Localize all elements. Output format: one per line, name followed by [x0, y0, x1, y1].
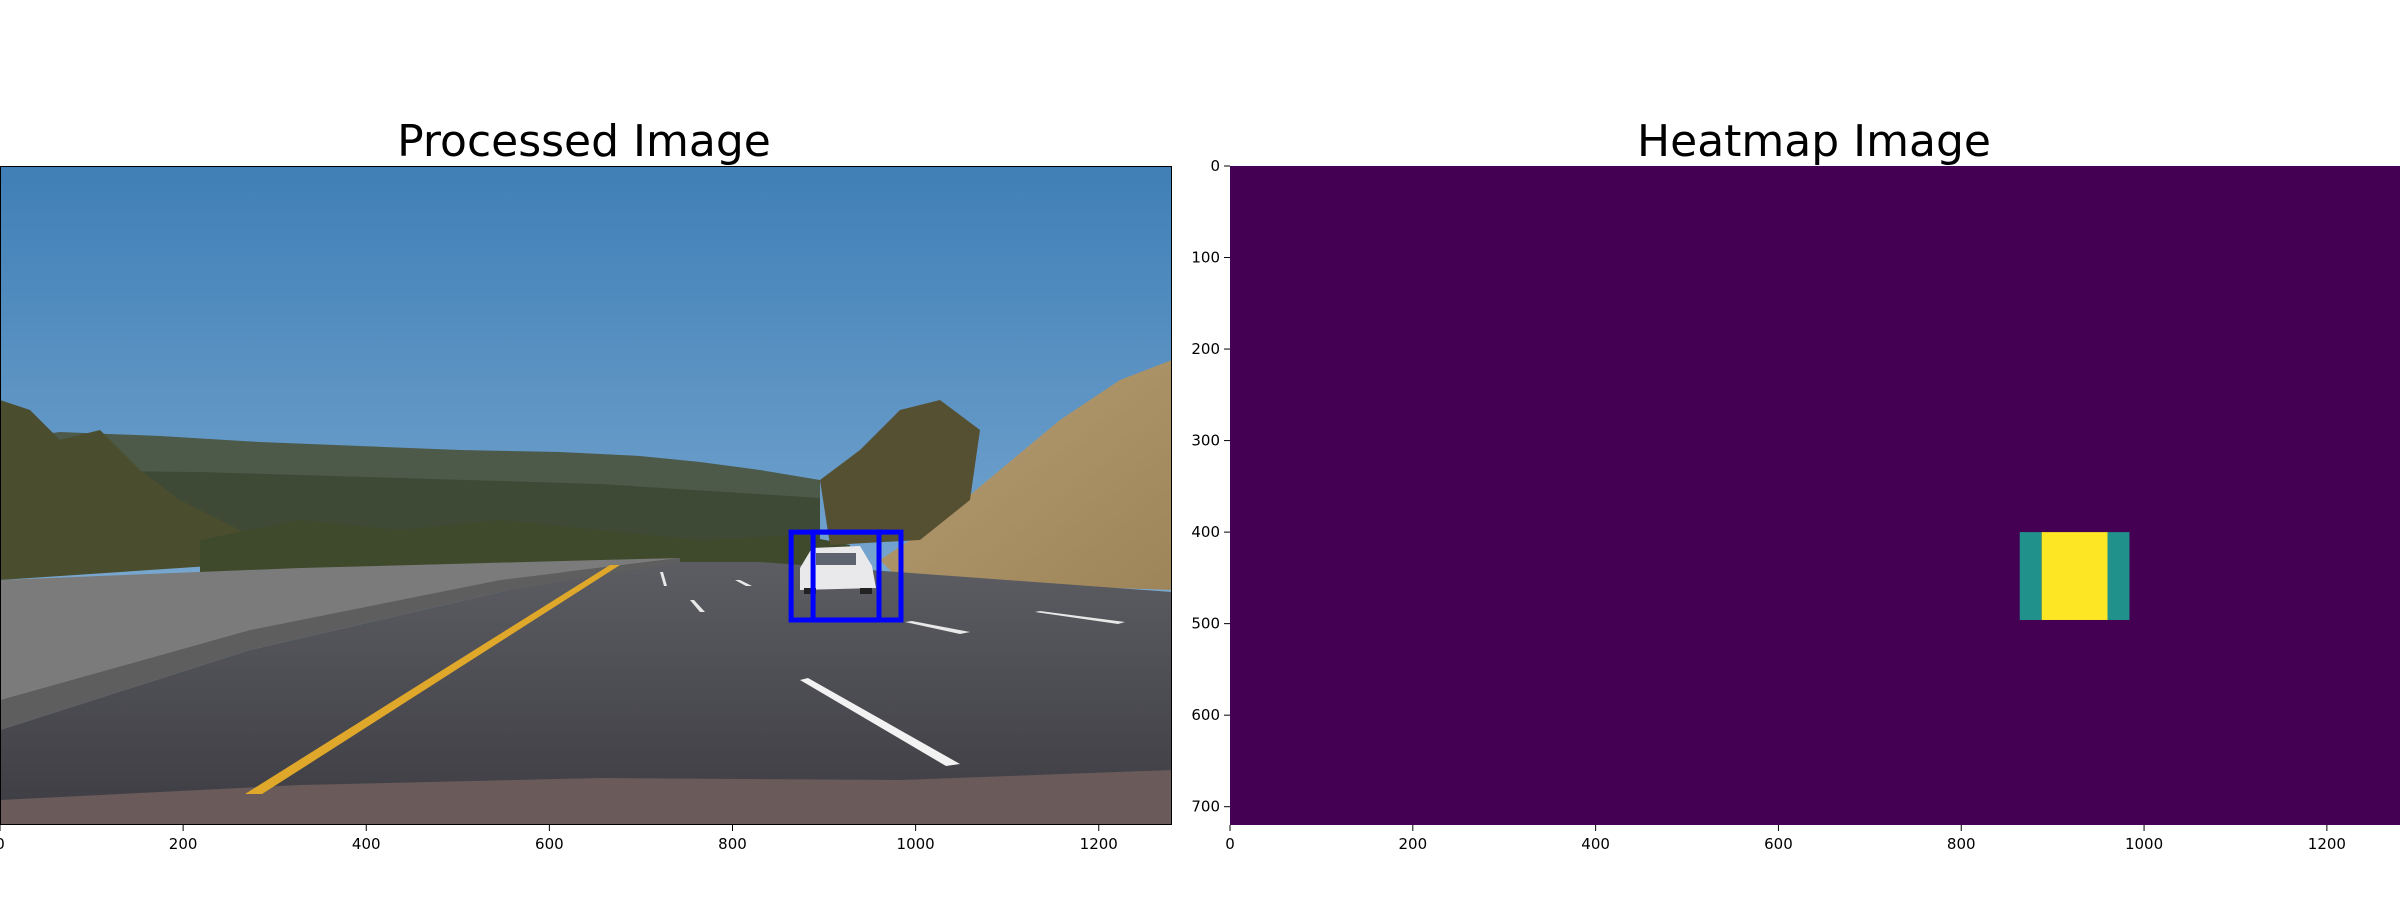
y-tick-label: 600	[1191, 706, 1220, 724]
heatmap-image-title: Heatmap Image	[1637, 116, 1991, 167]
y-tick-label: 400	[1191, 523, 1220, 541]
x-tick-label: 400	[1581, 835, 1610, 853]
x-tick-label: 1000	[897, 835, 935, 853]
detection-boxes	[788, 529, 904, 623]
heatmap-cells	[2019, 532, 2130, 620]
heatmap-cell	[2041, 532, 2108, 620]
heatmap-cell	[2019, 532, 2042, 620]
x-tick-label: 200	[1398, 835, 1427, 853]
road-photo	[0, 166, 1172, 825]
y-tick-label: 200	[1191, 340, 1220, 358]
x-tick-label: 200	[169, 835, 198, 853]
x-tick-label: 800	[718, 835, 747, 853]
x-tick-label: 400	[352, 835, 381, 853]
heatmap-cell	[2107, 532, 2130, 620]
white-car	[800, 546, 876, 594]
x-tick-label: 600	[535, 835, 564, 853]
x-tick-label: 1000	[2125, 835, 2163, 853]
x-tick-label: 1200	[2308, 835, 2346, 853]
processed-x-axis: 0 200 400 600 800 1000 1200	[0, 825, 1118, 853]
processed-image-panel: Processed Image	[0, 116, 1172, 853]
heatmap-y-axis: 0 100 200 300 400 500 600 700	[1191, 157, 1230, 816]
x-tick-label: 1200	[1080, 835, 1118, 853]
x-tick-label: 0	[1225, 835, 1235, 853]
y-tick-label: 100	[1191, 249, 1220, 267]
y-tick-label: 300	[1191, 432, 1220, 450]
y-tick-label: 700	[1191, 798, 1220, 816]
detection-box	[810, 529, 904, 623]
processed-image-title: Processed Image	[397, 116, 771, 167]
heatmap-image-panel: Heatmap Image 0 200 400 600 800 1000 1200 0 100…	[1191, 116, 2400, 853]
x-tick-label: 800	[1947, 835, 1976, 853]
y-tick-label: 0	[1210, 157, 1220, 175]
y-tick-label: 500	[1191, 615, 1220, 633]
x-tick-label: 600	[1764, 835, 1793, 853]
heatmap-x-axis: 0 200 400 600 800 1000 1200	[1225, 825, 2346, 853]
heatmap-background	[1230, 166, 2400, 825]
x-tick-label: 0	[0, 835, 5, 853]
